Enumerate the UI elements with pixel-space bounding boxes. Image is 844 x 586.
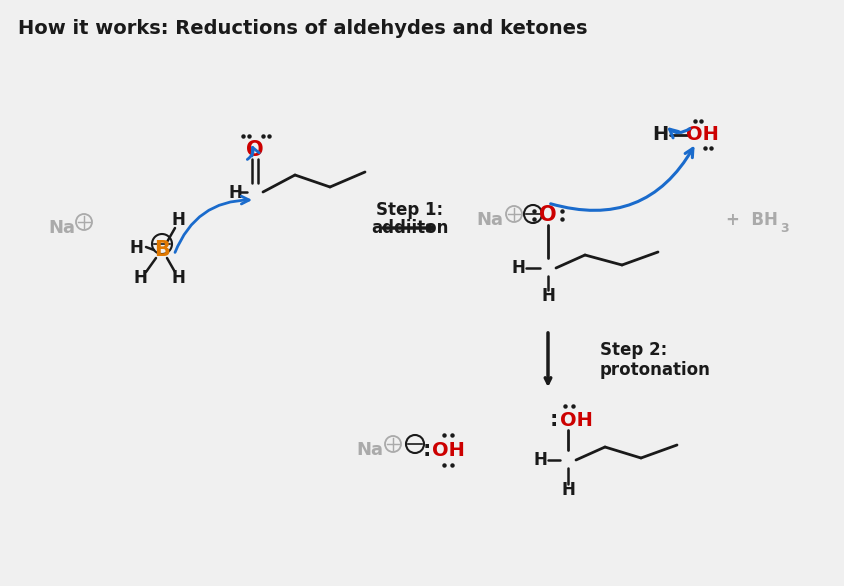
FancyArrowPatch shape <box>550 148 693 210</box>
Text: OH: OH <box>560 411 592 430</box>
Text: How it works: Reductions of aldehydes and ketones: How it works: Reductions of aldehydes an… <box>18 19 587 38</box>
FancyArrowPatch shape <box>247 147 259 159</box>
Text: H: H <box>133 269 147 287</box>
Text: Step 1:: Step 1: <box>376 201 444 219</box>
Text: 3: 3 <box>780 222 788 234</box>
Text: Na: Na <box>477 211 504 229</box>
Text: B: B <box>154 240 170 260</box>
Text: H: H <box>511 259 525 277</box>
Text: +  BH: + BH <box>726 211 778 229</box>
Text: addiiton: addiiton <box>371 219 449 237</box>
Text: H: H <box>129 239 143 257</box>
Text: H: H <box>171 269 185 287</box>
FancyArrowPatch shape <box>669 128 690 138</box>
Text: Na: Na <box>48 219 75 237</box>
Text: H: H <box>561 481 575 499</box>
Text: :: : <box>423 440 431 460</box>
Text: O: O <box>539 205 557 225</box>
Text: H: H <box>541 287 555 305</box>
Text: O: O <box>246 140 264 160</box>
Text: protonation: protonation <box>600 361 711 379</box>
Text: H: H <box>533 451 547 469</box>
Text: H: H <box>652 125 668 145</box>
FancyArrowPatch shape <box>175 196 249 253</box>
Text: H: H <box>228 184 242 202</box>
Text: Na: Na <box>356 441 383 459</box>
Text: :: : <box>549 410 558 430</box>
Text: H: H <box>171 211 185 229</box>
Text: OH: OH <box>685 125 718 145</box>
Text: Step 2:: Step 2: <box>600 341 668 359</box>
Text: OH: OH <box>431 441 464 459</box>
